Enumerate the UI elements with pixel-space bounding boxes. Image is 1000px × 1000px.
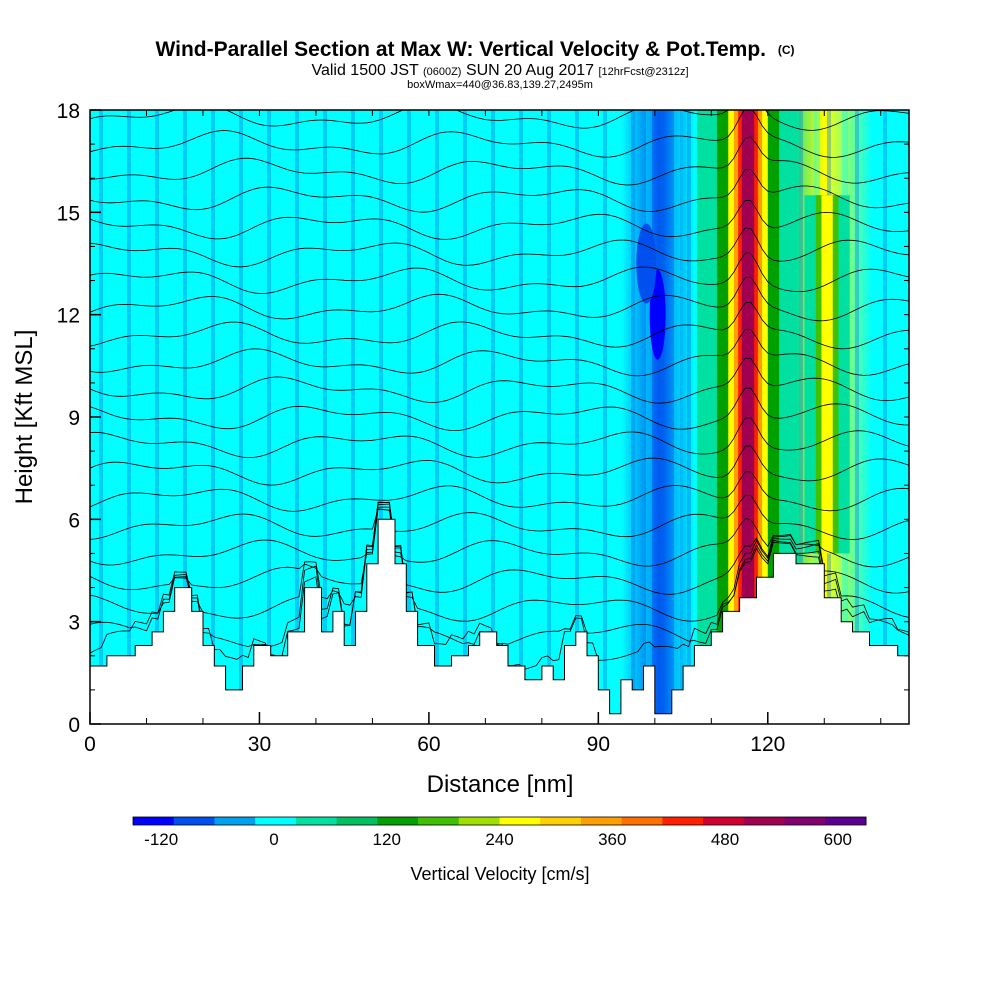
theta-contour-line [90,501,909,648]
colorbar-swatch [214,817,256,825]
colorbar-tick-label: 0 [269,830,278,849]
colorbar-swatch [458,817,500,825]
colorbar-frame [132,816,867,826]
theta-contour-line [90,136,909,186]
theta-contour-line [90,503,909,622]
theta-contour-line [90,508,909,568]
theta-contour-line [90,506,909,595]
terrain [90,518,909,724]
theta-contour-line [90,252,909,294]
colorbar-swatch [173,817,215,825]
y-axis: 0 3 6 9 12 15 18 [57,100,909,737]
theta-contours [90,110,909,670]
colorbar-tick-label: 240 [485,830,513,849]
colorbar-swatch [743,817,786,825]
colorbar-swatch [377,817,419,825]
theta-contour-line [90,387,909,432]
y-tick-label: 3 [68,612,80,635]
colorbar-swatch [133,817,175,825]
theta-contour-line [90,357,909,404]
updraft-core-band [741,110,755,724]
secondary-updraft-band [821,195,833,554]
theta-contour-line [90,276,909,322]
colorbar-swatch [255,817,297,825]
colorbar-swatch [703,817,745,825]
y-axis-label: Height [Kft MSL] [11,330,38,505]
chart-title: Wind-Parallel Section at Max W: Vertical… [155,38,794,61]
y-tick-label: 0 [68,714,80,737]
colorbar-swatch [499,817,541,825]
theta-contour-line [90,110,909,158]
x-axis-label: Distance [nm] [427,771,574,798]
downdraft-halo [636,223,657,304]
colorbar-tick-label: 360 [598,830,626,849]
theta-contour-line [90,301,909,350]
colorbar-swatch [580,817,623,825]
colorbar-swatch [621,817,663,825]
y-tick-label: 6 [68,509,80,532]
colorbar-swatch [295,817,338,825]
downdraft-core [649,269,666,360]
y-tick-label: 12 [57,305,80,328]
chart-subtitle: Valid 1500 JST (0600Z) SUN 20 Aug 2017 [… [311,62,688,79]
x-tick-label: 0 [84,733,96,756]
colorbar-tick-label: -120 [144,830,178,849]
theta-contour-line [90,445,909,486]
x-tick-label: 90 [587,733,610,756]
colorbar-swatch [336,817,378,825]
theta-contour-line [90,329,909,377]
theta-contour-line [90,227,909,268]
theta-contour-line [90,168,909,213]
colorbar-swatch [418,817,460,825]
colorbar-swatch [662,817,704,825]
colorbar-swatch [825,817,867,825]
x-axis: 0 30 60 90 120 [84,110,882,756]
colorbar-label: Vertical Velocity [cm/s] [410,864,589,884]
y-tick-label: 9 [68,407,80,430]
plot-area [90,110,909,724]
chart-subtitle-box: boxWmax=440@36.83,139.27,2495m [407,79,593,91]
theta-contour-line [90,471,909,512]
colorbar-tick-label: 600 [824,830,852,849]
theta-contour-line [90,199,909,240]
colorbar-tick-label: 480 [711,830,739,849]
theta-contour-line [90,417,909,459]
x-tick-label: 120 [750,733,785,756]
colorbar-tick-label: 120 [373,830,401,849]
x-tick-label: 60 [417,733,440,756]
colorbar-swatch [540,817,582,825]
y-tick-label: 18 [57,100,80,123]
colorbar-swatch [784,817,826,825]
x-tick-label: 30 [248,733,271,756]
copyright-mark: (C) [778,43,795,57]
y-tick-label: 15 [57,202,80,225]
theta-contour-line [90,494,909,540]
colorbar: -120 0 120 240 360 480 600 [132,816,867,849]
